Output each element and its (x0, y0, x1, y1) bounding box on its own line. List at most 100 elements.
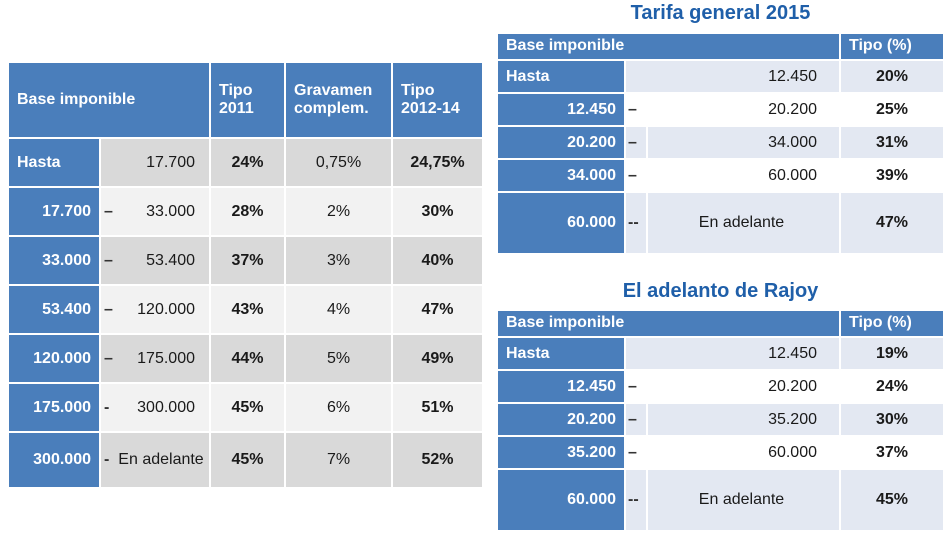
upper-bound-value: 300.000 (137, 398, 195, 416)
upper-bound-value: 120.000 (137, 300, 195, 318)
header-base-imponible: Base imponible (8, 62, 210, 138)
header-tipo-2011: Tipo 2011 (210, 62, 285, 138)
gravamen-cell: 5% (285, 334, 392, 383)
lower-bound-cell: 60.000 (497, 192, 625, 254)
tipo-2011-cell: 43% (210, 285, 285, 334)
range-dash: – (625, 159, 647, 192)
table-row: 60.000 -- En adelante 45% (497, 469, 944, 531)
range-dash: -- (625, 469, 647, 531)
upper-bound-cell: – 175.000 (100, 334, 210, 383)
lower-bound-cell: 20.200 (497, 403, 625, 436)
lower-bound-cell: 34.000 (497, 159, 625, 192)
lower-bound-cell: 60.000 (497, 469, 625, 531)
range-dash: – (625, 126, 647, 159)
gravamen-cell: 2% (285, 187, 392, 236)
header-base-imponible: Base imponible (497, 310, 840, 337)
range-dash: – (104, 251, 113, 269)
tipo-cell: 45% (840, 469, 944, 531)
lower-bound-cell: 33.000 (8, 236, 100, 285)
header-tipo-2012-14: Tipo 2012-14 (392, 62, 483, 138)
upper-bound-cell: – 33.000 (100, 187, 210, 236)
lower-bound-cell: 12.450 (497, 93, 625, 126)
range-dash: - (104, 451, 110, 468)
gravamen-cell: 4% (285, 285, 392, 334)
upper-bound-value: 17.700 (146, 153, 195, 171)
lower-bound-cell: 17.700 (8, 187, 100, 236)
tipo-cell: 24% (840, 370, 944, 403)
lower-bound-cell: 20.200 (497, 126, 625, 159)
upper-bound-value: 33.000 (146, 202, 195, 220)
header-base-imponible: Base imponible (497, 33, 840, 60)
tipo-2012-14-cell: 49% (392, 334, 483, 383)
upper-bound-cell: 20.200 (647, 370, 840, 403)
lower-bound-cell: 53.400 (8, 285, 100, 334)
tipo-cell: 19% (840, 337, 944, 370)
gravamen-cell: 7% (285, 432, 392, 488)
lower-bound-cell: Hasta (497, 60, 625, 93)
table-row: 20.200 – 34.000 31% (497, 126, 944, 159)
header-tipo-pct: Tipo (%) (840, 33, 944, 60)
tipo-2011-cell: 45% (210, 383, 285, 432)
range-dash: – (104, 349, 113, 367)
table-row: 35.200 – 60.000 37% (497, 436, 944, 469)
table-row: 12.450 – 20.200 25% (497, 93, 944, 126)
upper-bound-value: 53.400 (146, 251, 195, 269)
table-row: 12.450 – 20.200 24% (497, 370, 944, 403)
lower-bound-cell: Hasta (8, 138, 100, 187)
tipo-2011-cell: 24% (210, 138, 285, 187)
table-row: 175.000 - 300.000 45% 6% 51% (8, 383, 483, 432)
table-header-row: Base imponible Tipo (%) (497, 33, 944, 60)
upper-bound-cell: 12.450 (625, 337, 840, 370)
tipo-2011-cell: 37% (210, 236, 285, 285)
table-title-tarifa-2015: Tarifa general 2015 (630, 2, 811, 24)
tax-table-adelanto-rajoy: Base imponible Tipo (%) Hasta 12.450 19%… (497, 310, 944, 531)
table-header-row: Base imponible Tipo 2011 Gravamen comple… (8, 62, 483, 138)
upper-bound-cell: 34.000 (647, 126, 840, 159)
gravamen-cell: 0,75% (285, 138, 392, 187)
upper-bound-cell: 35.200 (647, 403, 840, 436)
tipo-2012-14-cell: 47% (392, 285, 483, 334)
upper-bound-cell: – 120.000 (100, 285, 210, 334)
lower-bound-cell: Hasta (497, 337, 625, 370)
tipo-2011-cell: 45% (210, 432, 285, 488)
tipo-cell: 31% (840, 126, 944, 159)
upper-bound-cell: 20.200 (647, 93, 840, 126)
tipo-cell: 37% (840, 436, 944, 469)
tipo-cell: 20% (840, 60, 944, 93)
header-tipo-pct: Tipo (%) (840, 310, 944, 337)
upper-bound-cell: – 53.400 (100, 236, 210, 285)
range-dash: – (625, 403, 647, 436)
upper-bound-cell: 60.000 (647, 436, 840, 469)
lower-bound-cell: 12.450 (497, 370, 625, 403)
upper-bound-cell: En adelante (647, 469, 840, 531)
range-dash: – (625, 436, 647, 469)
table-header-row: Base imponible Tipo (%) (497, 310, 944, 337)
range-dash: – (104, 300, 113, 318)
tipo-2012-14-cell: 30% (392, 187, 483, 236)
tax-table-2011-2014: Base imponible Tipo 2011 Gravamen comple… (8, 62, 483, 488)
tipo-cell: 47% (840, 192, 944, 254)
range-dash: – (104, 202, 113, 220)
tipo-2011-cell: 28% (210, 187, 285, 236)
table-row: Hasta 12.450 19% (497, 337, 944, 370)
lower-bound-cell: 175.000 (8, 383, 100, 432)
tipo-2012-14-cell: 40% (392, 236, 483, 285)
table-row: 53.400 – 120.000 43% 4% 47% (8, 285, 483, 334)
tipo-2012-14-cell: 24,75% (392, 138, 483, 187)
tipo-2012-14-cell: 51% (392, 383, 483, 432)
table-row: 33.000 – 53.400 37% 3% 40% (8, 236, 483, 285)
upper-bound-cell: 12.450 (625, 60, 840, 93)
range-dash: – (625, 93, 647, 126)
upper-bound-cell: - En adelante (100, 432, 210, 488)
tipo-cell: 30% (840, 403, 944, 436)
range-dash: - (104, 398, 110, 416)
upper-bound-value: 175.000 (137, 349, 195, 367)
table-row: 17.700 – 33.000 28% 2% 30% (8, 187, 483, 236)
table-row: 20.200 – 35.200 30% (497, 403, 944, 436)
tipo-2012-14-cell: 52% (392, 432, 483, 488)
gravamen-cell: 3% (285, 236, 392, 285)
lower-bound-cell: 35.200 (497, 436, 625, 469)
lower-bound-cell: 120.000 (8, 334, 100, 383)
tax-table-tarifa-2015: Base imponible Tipo (%) Hasta 12.450 20%… (497, 33, 944, 254)
tipo-cell: 39% (840, 159, 944, 192)
